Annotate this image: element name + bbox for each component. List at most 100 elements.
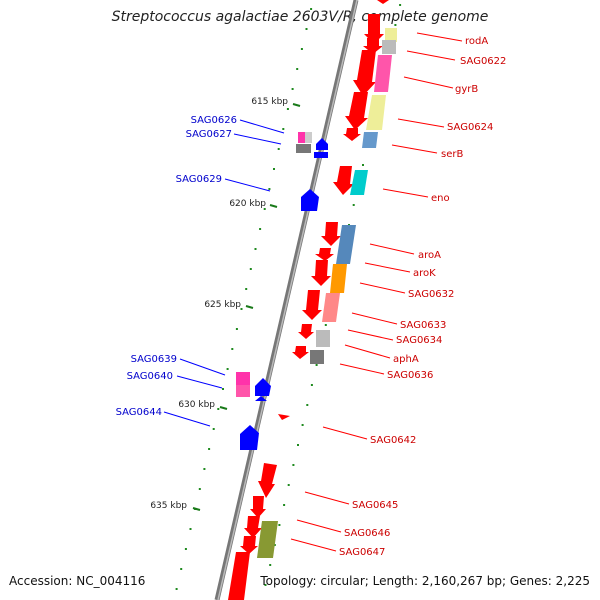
kbp-label-635: 635 kbp bbox=[150, 501, 187, 511]
gene-arrow[interactable] bbox=[240, 536, 258, 554]
major-tick-635 bbox=[192, 507, 201, 511]
gene-arrow[interactable] bbox=[364, 14, 384, 44]
gene-arrow[interactable] bbox=[301, 189, 319, 211]
scale-tick bbox=[283, 504, 286, 506]
gene-label-sag0634[interactable]: SAG0634 bbox=[396, 335, 442, 346]
scale-tick bbox=[324, 324, 327, 326]
gene-label-sag0622[interactable]: SAG0622 bbox=[460, 56, 506, 67]
gene-arrow[interactable] bbox=[255, 396, 267, 401]
gene-block[interactable] bbox=[305, 132, 312, 143]
scale-tick bbox=[301, 424, 304, 426]
scale-tick bbox=[315, 364, 318, 366]
major-tick-625 bbox=[245, 305, 254, 309]
scale-tick bbox=[296, 68, 299, 70]
gene-block[interactable] bbox=[236, 372, 250, 385]
major-tick-620 bbox=[269, 204, 278, 208]
gene-block[interactable] bbox=[298, 132, 305, 143]
gene-label-sag0627[interactable]: SAG0627 bbox=[186, 129, 232, 140]
scale-tick bbox=[310, 8, 313, 10]
gene-label-eno[interactable]: eno bbox=[431, 193, 450, 204]
scale-tick bbox=[263, 208, 266, 210]
kbp-label-615: 615 kbp bbox=[251, 97, 288, 107]
kbp-label-625: 625 kbp bbox=[204, 300, 241, 310]
gene-label-sag0624[interactable]: SAG0624 bbox=[447, 122, 493, 133]
gene-block[interactable] bbox=[385, 28, 397, 42]
gene-arrow[interactable] bbox=[345, 92, 368, 130]
scale-tick bbox=[305, 28, 308, 30]
gene-block[interactable] bbox=[296, 144, 311, 153]
gene-block[interactable] bbox=[236, 385, 250, 397]
scale-tick bbox=[259, 228, 262, 230]
gene-label-sag0629[interactable]: SAG0629 bbox=[176, 174, 222, 185]
gene-label-sag0632[interactable]: SAG0632 bbox=[408, 289, 454, 300]
reverse-leader-lines bbox=[163, 119, 285, 427]
kbp-label-620: 620 kbp bbox=[229, 199, 266, 209]
gene-label-sag0636[interactable]: SAG0636 bbox=[387, 370, 433, 381]
gene-arrow[interactable] bbox=[316, 138, 328, 150]
gene-label-sag0647[interactable]: SAG0647 bbox=[339, 547, 385, 558]
gene-block[interactable] bbox=[374, 55, 392, 92]
gene-block[interactable] bbox=[257, 521, 278, 558]
gene-arrow[interactable] bbox=[240, 425, 259, 450]
gene-label-serb[interactable]: serB bbox=[441, 149, 463, 160]
gene-arrow[interactable] bbox=[343, 128, 361, 141]
gene-block[interactable] bbox=[330, 264, 347, 293]
gene-arrow[interactable] bbox=[278, 414, 290, 420]
genome-summary: Topology: circular; Length: 2,160,267 bp… bbox=[260, 574, 590, 588]
scale-tick bbox=[306, 404, 309, 406]
gene-arrow[interactable] bbox=[228, 552, 250, 600]
gene-block[interactable] bbox=[336, 225, 356, 264]
gene-arrow[interactable] bbox=[255, 378, 271, 396]
gene-block[interactable] bbox=[366, 95, 386, 130]
gene-label-sag0644[interactable]: SAG0644 bbox=[116, 407, 162, 418]
gene-arrow[interactable] bbox=[353, 50, 376, 96]
gene-label-sag0645[interactable]: SAG0645 bbox=[352, 500, 398, 511]
scale-tick bbox=[399, 4, 402, 6]
scale-tick bbox=[231, 348, 234, 350]
gene-arrow[interactable] bbox=[377, 0, 389, 4]
scale-tick bbox=[362, 164, 364, 166]
gene-label-apha[interactable]: aphA bbox=[393, 354, 419, 365]
gene-block[interactable] bbox=[382, 40, 396, 54]
scale-tick bbox=[222, 388, 224, 390]
gene-arrow[interactable] bbox=[311, 260, 331, 286]
forward-leader-lines bbox=[290, 32, 463, 552]
gene-block[interactable] bbox=[322, 293, 340, 322]
gene-label-aroa[interactable]: aroA bbox=[418, 250, 441, 261]
gene-arrow[interactable] bbox=[244, 516, 262, 538]
scale-tick bbox=[292, 464, 295, 466]
scale-tick bbox=[189, 528, 192, 530]
reverse-gene-labels: SAG0626 SAG0627 SAG0629 SAG0639 SAG0640 … bbox=[116, 115, 237, 418]
gene-label-sag0642[interactable]: SAG0642 bbox=[370, 435, 416, 446]
gene-label-gyrb[interactable]: gyrB bbox=[455, 84, 478, 95]
gene-block[interactable] bbox=[362, 132, 378, 148]
scale-tick bbox=[310, 384, 313, 386]
gene-arrow[interactable] bbox=[292, 346, 309, 359]
gene-arrow[interactable] bbox=[258, 463, 277, 498]
gene-label-sag0639[interactable]: SAG0639 bbox=[131, 354, 177, 365]
gene-label-roda[interactable]: rodA bbox=[465, 36, 488, 47]
gene-label-sag0633[interactable]: SAG0633 bbox=[400, 320, 446, 331]
gene-arrow[interactable] bbox=[314, 152, 328, 158]
gene-block[interactable] bbox=[350, 170, 368, 195]
scale-tick bbox=[226, 368, 229, 370]
gene-arrow[interactable] bbox=[298, 324, 314, 339]
gene-block[interactable] bbox=[316, 330, 330, 347]
scale-tick bbox=[212, 428, 215, 430]
gene-arrow[interactable] bbox=[321, 222, 341, 246]
gene-label-sag0646[interactable]: SAG0646 bbox=[344, 528, 390, 539]
kbp-scale: 615 kbp 620 kbp 625 kbp 630 kbp 635 kbp bbox=[150, 97, 288, 511]
gene-arrow[interactable] bbox=[250, 496, 266, 518]
gene-arrow[interactable] bbox=[302, 290, 322, 320]
gene-block[interactable] bbox=[310, 350, 324, 364]
scale-tick bbox=[297, 444, 299, 446]
scale-tick bbox=[278, 524, 281, 526]
scale-tick bbox=[208, 448, 211, 450]
gene-label-arok[interactable]: aroK bbox=[413, 268, 436, 279]
gene-label-sag0640[interactable]: SAG0640 bbox=[127, 371, 173, 382]
scale-tick bbox=[268, 188, 271, 190]
gene-arrow[interactable] bbox=[333, 166, 354, 195]
gene-label-sag0626[interactable]: SAG0626 bbox=[191, 115, 237, 126]
scale-tick bbox=[254, 248, 257, 250]
gene-arrow[interactable] bbox=[315, 248, 334, 261]
